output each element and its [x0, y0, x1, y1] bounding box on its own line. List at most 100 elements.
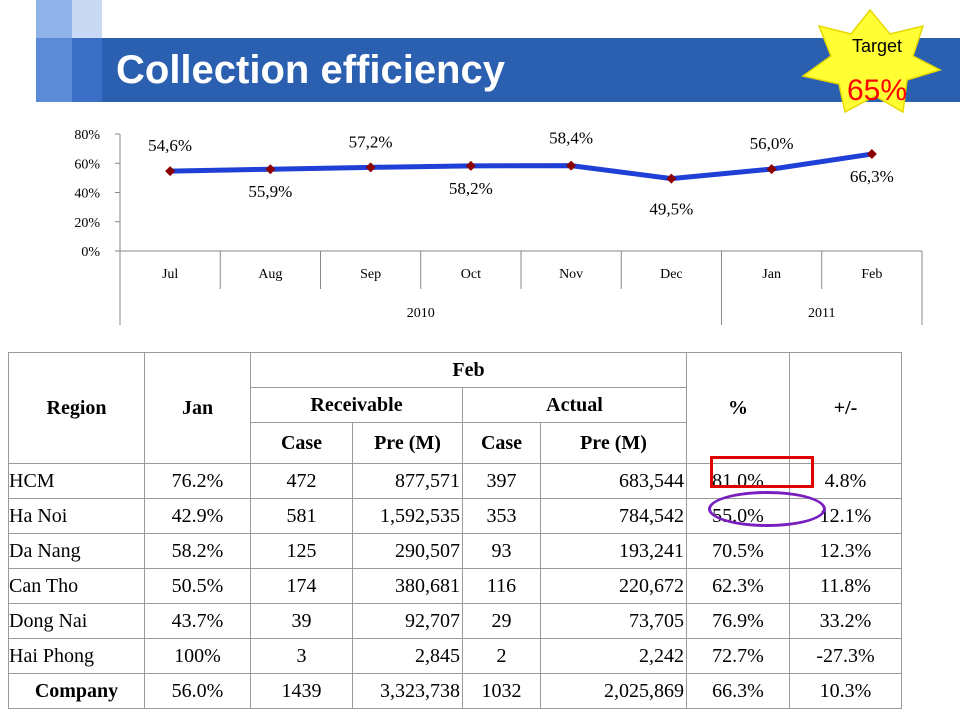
cell-actual-case: 116	[462, 568, 541, 604]
x-tick-label: Sep	[360, 267, 381, 282]
cell-actual-case: 93	[462, 533, 541, 569]
cell-receivable-case: 581	[250, 498, 353, 534]
header-feb: Feb	[250, 352, 687, 388]
cell-percent: 76.9%	[686, 603, 790, 639]
page-title: Collection efficiency	[116, 48, 505, 92]
cell-jan: 76.2%	[144, 463, 251, 499]
cell-actual-pre: 784,542	[540, 498, 687, 534]
cell-percent: 62.3%	[686, 568, 790, 604]
line-chart: 0% 20% 40% 60% 80% Jul Aug Sep Oct Nov Dec Jan Feb 2…	[74, 128, 923, 325]
table-row: Da Nang 58.2% 125 290,507 93 193,241 70.5% 12.3…	[8, 533, 902, 569]
cell-percent: 72.7%	[686, 638, 790, 674]
data-points	[165, 149, 877, 184]
y-tick-label: 20%	[74, 216, 100, 231]
data-point	[265, 164, 276, 175]
header-receivable: Receivable	[250, 387, 463, 423]
header-case-receivable: Case	[250, 422, 353, 464]
x-group-label: 2011	[808, 306, 835, 321]
cell-actual-pre: 193,241	[540, 533, 687, 569]
x-tick-label: Oct	[461, 267, 481, 282]
header-percent: %	[686, 352, 790, 464]
cell-actual-pre: 220,672	[540, 568, 687, 604]
cell-actual-pre: 683,544	[540, 463, 687, 499]
table-row: Can Tho 50.5% 174 380,681 116 220,672 62.3% 11.…	[8, 568, 902, 604]
table-body: HCM 76.2% 472 877,571 397 683,544 81.0% 4.8% Ha …	[8, 463, 902, 709]
y-tick-label: 60%	[74, 157, 100, 172]
cell-region: Hai Phong	[8, 638, 145, 674]
cell-jan: 58.2%	[144, 533, 251, 569]
cell-region: Company	[8, 673, 145, 709]
cell-region: Ha Noi	[8, 498, 145, 534]
header-pre-receivable: Pre (M)	[352, 422, 463, 464]
cell-jan: 100%	[144, 638, 251, 674]
cell-jan: 43.7%	[144, 603, 251, 639]
table-row: HCM 76.2% 472 877,571 397 683,544 81.0% 4.8%	[8, 463, 902, 499]
data-label: 66,3%	[850, 167, 894, 186]
table-row: Dong Nai 43.7% 39 92,707 29 73,705 76.9% 33.2%	[8, 603, 902, 639]
cell-actual-pre: 2,025,869	[540, 673, 687, 709]
cell-receivable-case: 1439	[250, 673, 353, 709]
data-point	[566, 160, 577, 171]
cell-actual-case: 353	[462, 498, 541, 534]
header-diff: +/-	[789, 352, 902, 464]
collection-table: Region Jan Feb % +/- Receivable Actual C…	[8, 352, 902, 709]
decor-square-mid	[72, 38, 102, 102]
cell-receivable-case: 472	[250, 463, 353, 499]
cell-receivable-case: 125	[250, 533, 353, 569]
data-label: 58,4%	[549, 129, 593, 148]
cell-actual-case: 2	[462, 638, 541, 674]
target-star-shape	[801, 8, 942, 114]
target-value: 65%	[847, 74, 907, 107]
cell-actual-case: 29	[462, 603, 541, 639]
cell-receivable-pre: 290,507	[352, 533, 463, 569]
cell-actual-case: 397	[462, 463, 541, 499]
cell-actual-pre: 2,242	[540, 638, 687, 674]
cell-region: Da Nang	[8, 533, 145, 569]
cell-receivable-pre: 3,323,738	[352, 673, 463, 709]
x-tick-label: Jul	[162, 267, 178, 282]
highlight-ellipse	[708, 491, 826, 527]
x-tick-label: Nov	[559, 267, 583, 282]
cell-jan: 56.0%	[144, 673, 251, 709]
cell-region: Dong Nai	[8, 603, 145, 639]
data-label: 58,2%	[449, 179, 493, 198]
cell-receivable-case: 3	[250, 638, 353, 674]
cell-diff: 11.8%	[789, 568, 902, 604]
data-point	[365, 162, 376, 173]
data-label: 56,0%	[750, 134, 794, 153]
header-actual: Actual	[462, 387, 687, 423]
cell-receivable-pre: 2,845	[352, 638, 463, 674]
data-point	[465, 160, 476, 171]
cell-receivable-pre: 1,592,535	[352, 498, 463, 534]
y-tick-label: 40%	[74, 187, 100, 202]
header-jan: Jan	[144, 352, 251, 464]
x-tick-label: Dec	[660, 267, 683, 282]
cell-receivable-case: 174	[250, 568, 353, 604]
cell-diff: -27.3%	[789, 638, 902, 674]
data-labels: 54,6% 55,9% 57,2% 58,2% 58,4% 49,5% 56,0% 66,3%	[148, 129, 894, 219]
y-tick-label: 80%	[74, 128, 100, 143]
data-point	[766, 164, 777, 175]
cell-percent: 70.5%	[686, 533, 790, 569]
series-line	[170, 151, 873, 182]
cell-region: HCM	[8, 463, 145, 499]
cell-diff: 33.2%	[789, 603, 902, 639]
x-tick-label: Aug	[258, 267, 282, 282]
header-case-actual: Case	[462, 422, 541, 464]
x-axis: Jul Aug Sep Oct Nov Dec Jan Feb 2010 2011	[119, 250, 923, 325]
data-point	[165, 166, 176, 177]
cell-percent: 66.3%	[686, 673, 790, 709]
data-point	[666, 173, 677, 184]
cell-diff: 10.3%	[789, 673, 902, 709]
cell-receivable-pre: 92,707	[352, 603, 463, 639]
cell-receivable-pre: 380,681	[352, 568, 463, 604]
cell-jan: 50.5%	[144, 568, 251, 604]
x-tick-label: Jan	[762, 267, 781, 282]
target-badge: Target 65%	[801, 8, 942, 114]
x-group-label: 2010	[407, 306, 435, 321]
x-tick-label: Feb	[861, 267, 882, 282]
target-label: Target	[852, 36, 902, 56]
cell-actual-case: 1032	[462, 673, 541, 709]
data-label: 54,6%	[148, 136, 192, 155]
y-tick-label: 0%	[81, 245, 100, 260]
